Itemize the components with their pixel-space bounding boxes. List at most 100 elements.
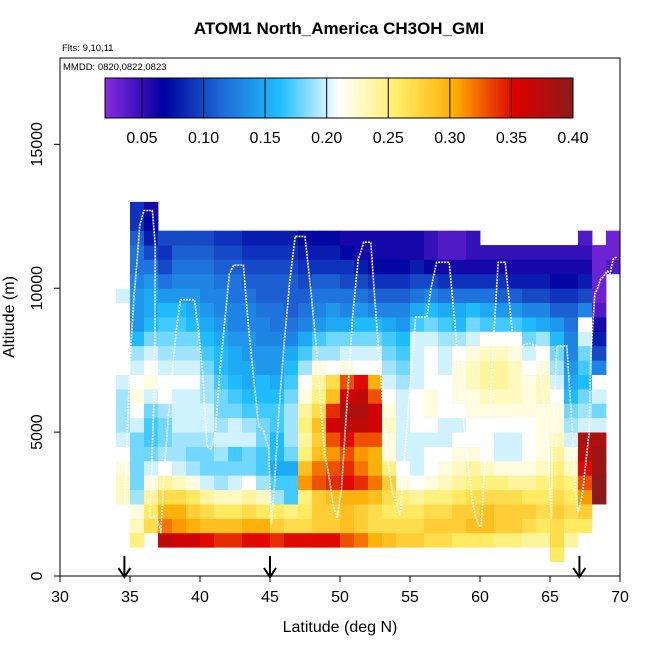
heatmap-cell [424, 518, 439, 534]
heatmap-cell [270, 302, 285, 318]
colorbar-tick-label: 0.10 [188, 130, 219, 147]
heatmap-cell [466, 446, 481, 462]
heatmap-cell [312, 374, 327, 390]
heatmap-cell [410, 273, 425, 289]
heatmap-cell [284, 403, 299, 419]
heatmap-cell [564, 504, 579, 519]
heatmap-cell [410, 259, 425, 275]
heatmap-cell [228, 360, 243, 375]
heatmap-cell [172, 331, 187, 347]
heatmap-cell [256, 489, 271, 505]
y-axis: 0 5000 10000 15000 [29, 122, 60, 580]
heatmap-cell [564, 518, 579, 534]
heatmap-cell [550, 302, 565, 318]
heatmap-cell [144, 331, 159, 347]
heatmap-cell [130, 446, 145, 462]
heatmap-cell [228, 259, 243, 275]
heatmap-cell [340, 417, 355, 433]
heatmap-cell [270, 317, 285, 332]
heatmap-cell [592, 432, 607, 447]
heatmap-cell [130, 460, 145, 476]
heatmap-cell [494, 518, 509, 534]
heatmap-cell [480, 345, 495, 361]
heatmap-cell [228, 374, 243, 390]
heatmap-cell [340, 532, 355, 548]
heatmap-cell [536, 403, 551, 419]
heatmap-cell [270, 345, 285, 361]
heatmap-cell [396, 245, 411, 260]
heatmap-cell [466, 475, 481, 491]
heatmap-cell [284, 446, 299, 462]
down-arrow-icon [572, 556, 587, 579]
heatmap-cell [256, 374, 271, 390]
heatmap-cell [158, 460, 173, 476]
heatmap-cell [480, 331, 495, 347]
heatmap-cell [312, 504, 327, 519]
heatmap-cell [144, 273, 159, 289]
heatmap-cell [410, 245, 425, 260]
flight-arrows [117, 556, 587, 579]
heatmap-cell [298, 331, 313, 347]
x-tick-label: 70 [611, 589, 629, 606]
heatmap-cell [158, 374, 173, 390]
heatmap-cell [312, 317, 327, 332]
heatmap-cell [326, 446, 341, 462]
y-tick-label: 10000 [29, 266, 46, 311]
heatmap-cell [536, 432, 551, 447]
heatmap-cell [466, 532, 481, 548]
flight-track-layer [123, 209, 618, 534]
heatmap-cell [312, 403, 327, 419]
heatmap-cell [550, 317, 565, 332]
heatmap-cell [536, 475, 551, 491]
heatmap-cell [340, 345, 355, 361]
heatmap-cell [256, 360, 271, 375]
heatmap-cell [256, 288, 271, 304]
heatmap-cell [200, 460, 215, 476]
heatmap-cell [158, 403, 173, 419]
heatmap-cell [382, 273, 397, 289]
heatmap-cell [242, 446, 257, 462]
heatmap-cell [130, 532, 145, 548]
heatmap-cell [438, 302, 453, 318]
heatmap-cell [368, 518, 383, 534]
heatmap-cell [508, 273, 523, 289]
heatmap-cell [578, 317, 593, 332]
heatmap-cell [298, 432, 313, 447]
heatmap-cell [466, 288, 481, 304]
heatmap-cell [172, 504, 187, 519]
colorbar-tick-label: 0.20 [311, 130, 342, 147]
heatmap-cell [130, 388, 145, 404]
heatmap-cell [536, 446, 551, 462]
heatmap-cell [242, 432, 257, 447]
heatmap-cell [256, 245, 271, 260]
heatmap-cell [340, 403, 355, 419]
heatmap-cell [466, 230, 481, 246]
heatmap-cell [172, 317, 187, 332]
heatmap-cell [438, 460, 453, 476]
heatmap-cell [242, 317, 257, 332]
heatmap-cell [312, 273, 327, 289]
heatmap-cell [494, 504, 509, 519]
heatmap-cell [228, 504, 243, 519]
heatmap-cell [396, 403, 411, 419]
heatmap-cell [368, 259, 383, 275]
heatmap-cell [592, 374, 607, 390]
heatmap-cell [200, 446, 215, 462]
heatmap-cell [522, 518, 537, 534]
colorbar-tick-label: 0.25 [373, 130, 404, 147]
heatmap-cell [480, 460, 495, 476]
heatmap-cell [256, 331, 271, 347]
heatmap-cell [508, 489, 523, 505]
heatmap-cell [578, 460, 593, 476]
heatmap-cell [158, 504, 173, 519]
heatmap-cell [410, 518, 425, 534]
heatmap-cell [340, 518, 355, 534]
heatmap-cell [228, 288, 243, 304]
heatmap-cell [270, 475, 285, 491]
heatmap-cell [312, 432, 327, 447]
heatmap-cell [494, 360, 509, 375]
heatmap-cell [396, 345, 411, 361]
heatmap-cell [536, 245, 551, 260]
heatmap-cell [494, 432, 509, 447]
heatmap-cell [606, 230, 620, 246]
